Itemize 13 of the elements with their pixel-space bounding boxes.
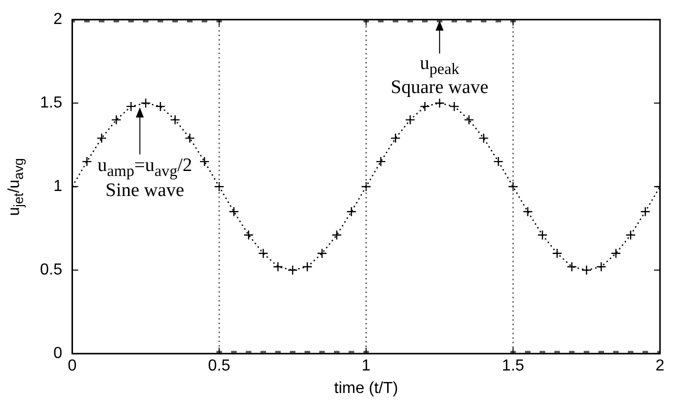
y-tick-label: 0: [53, 345, 62, 362]
annotation: u$_{amp}$=u$_{avg}$/2 Sine wave: [98, 155, 192, 201]
y-tick-label: 0.5: [40, 262, 62, 279]
x-tick-label: 0: [68, 358, 77, 375]
y-tick-label: 2: [53, 11, 62, 28]
annotation: u$_{peak}$ Square wave: [390, 52, 488, 98]
y-tick-label: 1: [53, 178, 62, 196]
x-tick-label: 2: [656, 358, 665, 375]
x-tick-label: 0.5: [208, 358, 230, 375]
x-tick-label: 1: [362, 358, 371, 375]
x-tick-label: 1.5: [502, 358, 524, 375]
x-axis-title: time (t/T): [334, 380, 398, 397]
y-tick-label: 1.5: [40, 94, 62, 112]
